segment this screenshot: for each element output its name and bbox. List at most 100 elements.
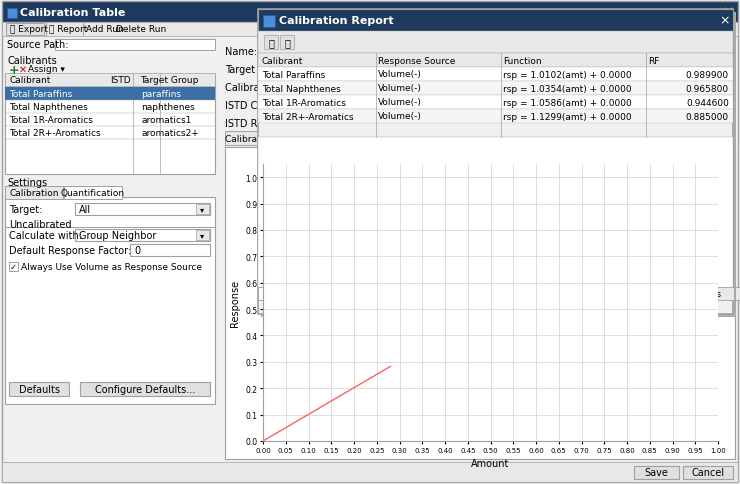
Text: 0.885000: 0.885000	[686, 112, 729, 121]
Text: Add Run: Add Run	[86, 26, 124, 34]
Text: paraffins: paraffins	[141, 90, 181, 99]
Text: naphthenes: naphthenes	[141, 103, 195, 112]
Text: ⬜ Export: ⬜ Export	[10, 26, 48, 34]
Bar	[634, 466, 679, 479]
Text: Total 1R-Aromatics: Total 1R-Aromatics	[9, 116, 93, 125]
Bar	[627, 287, 733, 301]
Text: Volume(-): Volume(-)	[378, 112, 422, 121]
Text: Total 1R-Aromatics: Total 1R-Aromatics	[262, 98, 346, 107]
Text: rsp = 1.0102(amt) + 0.0000: rsp = 1.0102(amt) + 0.0000	[503, 70, 632, 79]
Bar	[306, 132, 386, 146]
Text: 0: 0	[134, 245, 140, 256]
Bar	[5, 187, 63, 199]
Text: <Unspecified>: <Unspecified>	[384, 119, 457, 129]
Bar	[5, 197, 215, 404]
Text: aromatics1: aromatics1	[141, 116, 192, 125]
Text: Name:: Name:	[225, 47, 257, 57]
Bar	[130, 244, 210, 257]
Text: aromatics2+: aromatics2+	[141, 129, 199, 138]
Bar	[75, 204, 210, 215]
Text: ✕: ✕	[19, 65, 27, 75]
Bar	[432, 287, 523, 301]
Bar	[225, 148, 735, 459]
Bar	[258, 54, 733, 68]
Bar	[258, 287, 344, 301]
Text: Quantification: Quantification	[61, 189, 125, 197]
Bar	[524, 287, 626, 301]
Text: RF: RF	[648, 56, 659, 65]
Bar	[380, 100, 730, 112]
Text: Volume(-): Volume(-)	[378, 84, 422, 93]
Bar	[7, 9, 17, 19]
Text: Total Naphthenes: Total Naphthenes	[262, 84, 340, 93]
Text: Response Source: Response Source	[378, 56, 455, 65]
Bar	[258, 110, 733, 124]
Text: Calibration Points: Calibration Points	[225, 134, 305, 143]
Bar	[6, 24, 44, 36]
Bar	[264, 36, 278, 50]
Text: Total 2R+-Aromatics: Total 2R+-Aromatics	[262, 112, 354, 121]
Bar	[196, 205, 209, 214]
Text: All: All	[79, 205, 91, 214]
Text: ▾: ▾	[201, 231, 205, 240]
Bar	[716, 83, 729, 93]
Text: Total Paraffins: Total Paraffins	[360, 289, 416, 298]
Text: ×: ×	[720, 15, 730, 28]
Text: Source Path:: Source Path:	[7, 40, 69, 50]
Text: ✓: ✓	[10, 262, 17, 272]
X-axis label: Amount: Amount	[471, 458, 510, 468]
Bar	[280, 36, 294, 50]
Bar	[258, 68, 733, 82]
Text: Calibration Curve: Calibration Curve	[306, 134, 386, 143]
Text: Calibrant: Calibrant	[9, 76, 50, 85]
Text: Settings: Settings	[7, 178, 47, 188]
Text: Cancel: Cancel	[691, 468, 724, 478]
Bar	[258, 138, 733, 288]
Text: Total Naphthenes: Total Naphthenes	[9, 103, 88, 112]
Text: ▾: ▾	[201, 205, 205, 214]
Bar	[64, 187, 122, 199]
Text: ×: ×	[722, 5, 734, 19]
Bar	[716, 119, 729, 129]
Text: Total Paraffins: Total Paraffins	[289, 47, 357, 57]
Text: rsp = 1.0586(amt) + 0.0000: rsp = 1.0586(amt) + 0.0000	[503, 98, 632, 107]
Text: Calibration: Calibration	[9, 189, 58, 197]
Text: 0.989900: 0.989900	[686, 70, 729, 79]
Bar	[380, 82, 730, 94]
Text: Volume(-): Volume(-)	[384, 83, 431, 93]
Text: <Unspecified>: <Unspecified>	[384, 101, 457, 111]
Bar	[2, 23, 738, 37]
Text: Target:: Target:	[9, 205, 42, 214]
Text: Calibration Table: Calibration Table	[20, 7, 125, 17]
Text: rsp = 1.1299(amt) + 0.0000: rsp = 1.1299(amt) + 0.0000	[503, 112, 632, 121]
Text: Target Group:: Target Group:	[225, 65, 291, 75]
Text: paraffins: paraffins	[289, 65, 332, 75]
Text: Save: Save	[645, 468, 668, 478]
Text: Calibrant Table: Calibrant Table	[271, 289, 331, 298]
Text: Group Neighbor: Group Neighbor	[79, 230, 156, 241]
Text: Configure Defaults...: Configure Defaults...	[95, 384, 195, 394]
Text: Target Group: Target Group	[140, 76, 198, 85]
Text: +: +	[9, 63, 20, 76]
Text: ISTD Calibrant:: ISTD Calibrant:	[225, 101, 298, 111]
Text: Total Naphthenes: Total Naphthenes	[443, 289, 512, 298]
Text: Calibration Report: Calibration Report	[279, 16, 394, 26]
Text: Delete Run: Delete Run	[116, 26, 166, 34]
Bar	[80, 382, 210, 396]
Text: Volume(-): Volume(-)	[378, 98, 422, 107]
Bar	[196, 230, 209, 241]
Text: Total 1R-Aromatics: Total 1R-Aromatics	[537, 289, 613, 298]
Bar	[285, 64, 730, 76]
Bar	[5, 75, 215, 175]
Text: Calibrant: Calibrant	[262, 56, 303, 65]
Bar	[5, 74, 215, 87]
Bar	[55, 40, 215, 51]
Bar	[735, 287, 740, 301]
Bar	[345, 287, 431, 301]
Text: ▾: ▾	[720, 83, 724, 92]
Bar	[380, 118, 730, 130]
Text: ISTD Response Source:: ISTD Response Source:	[225, 119, 337, 129]
Text: 0.965800: 0.965800	[686, 84, 729, 93]
Text: Defaults: Defaults	[18, 384, 59, 394]
Bar	[225, 132, 735, 146]
